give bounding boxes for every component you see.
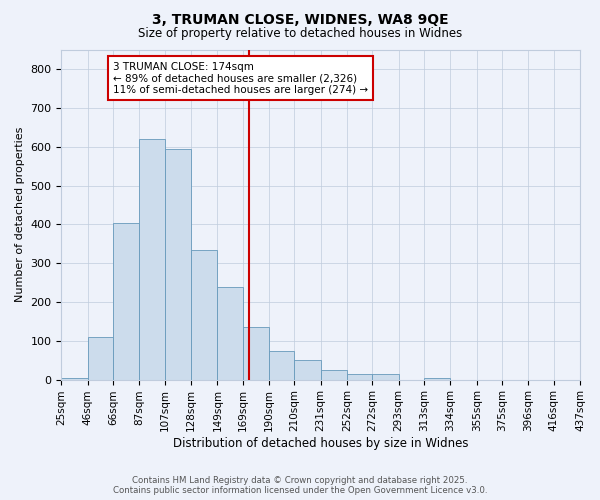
Bar: [373, 374, 399, 380]
X-axis label: Distribution of detached houses by size in Widnes: Distribution of detached houses by size …: [173, 437, 469, 450]
Bar: [88, 337, 113, 380]
Text: 3, TRUMAN CLOSE, WIDNES, WA8 9QE: 3, TRUMAN CLOSE, WIDNES, WA8 9QE: [152, 12, 448, 26]
Bar: [113, 222, 139, 380]
Bar: [217, 286, 242, 380]
Bar: [242, 327, 269, 380]
Bar: [294, 360, 321, 380]
Bar: [424, 378, 451, 380]
Bar: [269, 350, 294, 380]
Bar: [139, 139, 164, 380]
Bar: [191, 250, 217, 380]
Y-axis label: Number of detached properties: Number of detached properties: [15, 127, 25, 302]
Text: Contains HM Land Registry data © Crown copyright and database right 2025.
Contai: Contains HM Land Registry data © Crown c…: [113, 476, 487, 495]
Text: Size of property relative to detached houses in Widnes: Size of property relative to detached ho…: [138, 28, 462, 40]
Bar: [61, 378, 88, 380]
Bar: [347, 374, 373, 380]
Bar: [164, 149, 191, 380]
Bar: [321, 370, 347, 380]
Text: 3 TRUMAN CLOSE: 174sqm
← 89% of detached houses are smaller (2,326)
11% of semi-: 3 TRUMAN CLOSE: 174sqm ← 89% of detached…: [113, 62, 368, 95]
